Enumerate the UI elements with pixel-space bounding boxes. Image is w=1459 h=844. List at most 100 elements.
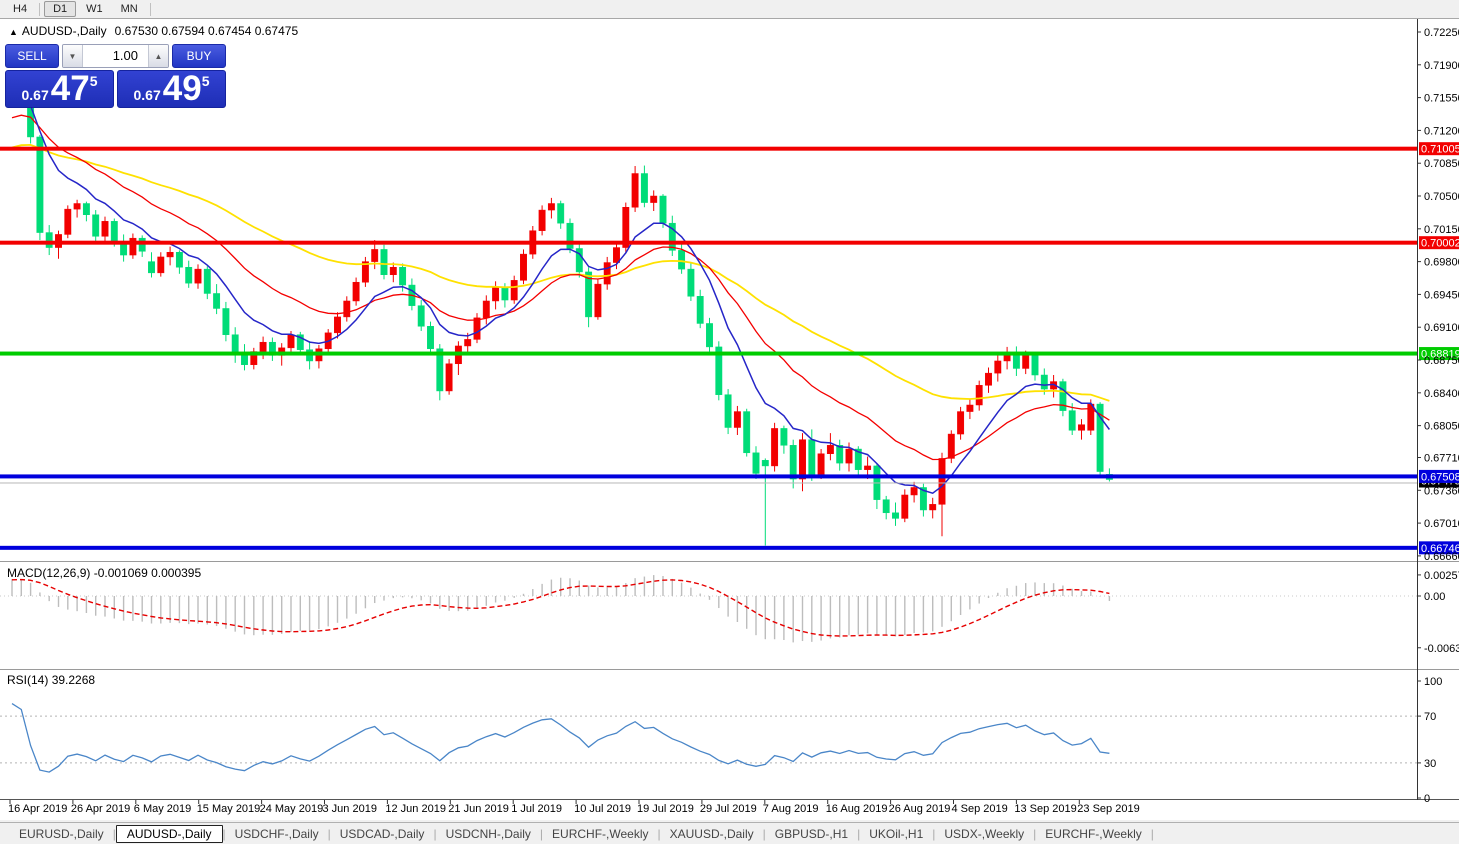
timeframe-button-h4[interactable]: H4 <box>13 3 28 15</box>
level-price-badge <box>1419 541 1459 555</box>
date-axis-label: 1 Jul 2019 <box>511 803 562 815</box>
tab-ukoil-h1[interactable]: UKOil-,H1 <box>869 826 924 841</box>
candle <box>194 264 202 289</box>
candle <box>585 267 593 328</box>
macd-values: -0.001069 0.000395 <box>93 566 202 580</box>
rsi-indicator-label: RSI(14) 39.2268 <box>7 673 96 687</box>
tab-eurchf-weekly[interactable]: EURCHF-,Weekly <box>1045 826 1142 841</box>
candle <box>706 317 713 352</box>
candle <box>743 408 751 457</box>
volume-decrease-button[interactable]: ▼ <box>63 45 83 67</box>
symbol-tabbar: EURUSD-,Daily | AUDUSD-,Daily | USDCHF-,Dail… <box>0 822 1459 844</box>
timeframe-toolbar: H4 D1 W1 MN <box>0 0 1459 19</box>
candle <box>938 452 946 537</box>
tab-usdcad-daily[interactable]: USDCAD-,Daily <box>339 826 425 841</box>
svg-text:0.66746: 0.66746 <box>1421 543 1459 555</box>
candle <box>919 483 927 517</box>
tab-separator: | <box>1033 826 1037 841</box>
tab-usdcnh-daily[interactable]: USDCNH-,Daily <box>445 826 531 841</box>
candle <box>631 166 639 212</box>
date-axis-label: 12 Jun 2019 <box>385 803 446 815</box>
svg-text:0.70002: 0.70002 <box>1421 238 1459 250</box>
sell-price-big: 47 <box>50 69 90 108</box>
date-axis-label: 16 Aug 2019 <box>826 803 888 815</box>
date-axis-label: 16 Apr 2019 <box>8 803 67 815</box>
candle <box>520 249 527 285</box>
moving-average-line <box>11 114 1110 461</box>
candle <box>157 252 165 277</box>
tab-audusd-daily[interactable]: AUDUSD-,Daily <box>115 824 223 843</box>
level-price-badge <box>1419 236 1459 250</box>
tab-usdchf-daily[interactable]: USDCHF-,Daily <box>234 826 319 841</box>
candle <box>203 266 211 300</box>
level-line[interactable] <box>0 146 1417 151</box>
candle <box>817 449 825 480</box>
chart-title: ▲ AUDUSD-,Daily 0.67530 0.67594 0.67454 0.… <box>9 24 298 38</box>
tab-separator: | <box>932 826 936 841</box>
candle <box>101 216 109 241</box>
candle <box>213 284 221 315</box>
buy-button[interactable]: BUY <box>172 44 226 68</box>
tab-separator: | <box>112 826 116 841</box>
arrow-up-icon: ▲ <box>154 51 163 61</box>
chart-canvas[interactable]: 0.674750.710050.700020.688190.675080.667… <box>0 0 1459 822</box>
candle <box>901 489 909 523</box>
level-line[interactable] <box>0 240 1417 245</box>
date-axis-label: 13 Sep 2019 <box>1014 803 1076 815</box>
timeframe-button-w1[interactable]: W1 <box>86 3 103 15</box>
volume-increase-button[interactable]: ▲ <box>148 45 168 67</box>
candle <box>957 406 965 440</box>
rsi-axis-label: 70 <box>1424 711 1436 723</box>
date-axis-label: 4 Sep 2019 <box>952 803 1008 815</box>
timeframe-button-mn[interactable]: MN <box>120 3 138 15</box>
tab-usdx-weekly[interactable]: USDX-,Weekly <box>944 826 1025 841</box>
candle <box>566 218 574 254</box>
candle <box>166 246 174 266</box>
date-axis-label: 10 Jul 2019 <box>574 803 631 815</box>
rsi-line <box>11 703 1110 773</box>
sell-button[interactable]: SELL <box>5 44 59 68</box>
candle <box>771 422 779 472</box>
candle <box>1068 403 1076 435</box>
tab-gbpusd-h1[interactable]: GBPUSD-,H1 <box>774 826 849 841</box>
sell-price-display[interactable]: 0.67 47 5 <box>5 70 114 108</box>
level-line[interactable] <box>0 545 1417 550</box>
candle <box>352 277 360 306</box>
svg-text:0.67508: 0.67508 <box>1421 471 1459 483</box>
tab-separator: | <box>539 826 544 841</box>
tab-eurchf-weekly[interactable]: EURCHF-,Weekly <box>552 826 649 841</box>
moving-average-line <box>11 97 1111 495</box>
candle <box>892 502 899 526</box>
candle <box>36 135 44 241</box>
candle <box>361 256 369 287</box>
candle <box>445 359 453 395</box>
date-axis-label: 7 Aug 2019 <box>763 803 819 815</box>
timeframe-button-d1[interactable]: D1 <box>44 1 77 17</box>
candle <box>73 199 81 218</box>
buy-price-display[interactable]: 0.67 49 5 <box>117 70 226 108</box>
level-line[interactable] <box>0 482 1417 484</box>
candle <box>129 233 137 259</box>
svg-text:0.71005: 0.71005 <box>1421 144 1459 156</box>
rsi-axis-label: 100 <box>1424 676 1442 688</box>
volume-input[interactable]: 1.00 <box>112 48 138 63</box>
tab-eurusd-daily[interactable]: EURUSD-,Daily <box>19 826 104 841</box>
candle <box>380 244 388 280</box>
tab-separator: | <box>1150 826 1154 841</box>
buy-price-sup: 5 <box>201 73 210 89</box>
candle <box>175 250 183 274</box>
level-line[interactable] <box>0 474 1417 479</box>
candle <box>650 190 658 212</box>
tab-xauusd-daily[interactable]: XAUUSD-,Daily <box>669 826 754 841</box>
candle <box>826 433 834 461</box>
level-line[interactable] <box>0 351 1417 356</box>
volume-stepper[interactable]: ▼ 1.00 ▲ <box>62 44 169 68</box>
candle <box>761 458 769 546</box>
